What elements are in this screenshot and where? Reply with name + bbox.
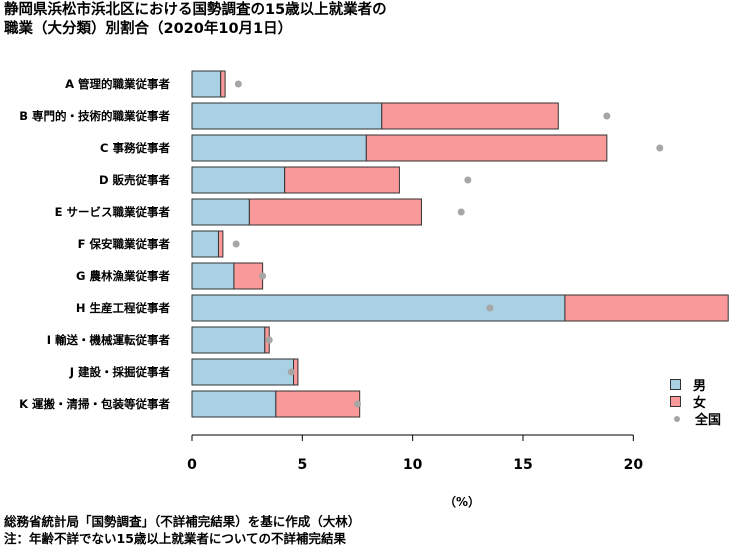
footnotes: 総務省統計局「国勢調査」（不詳補完結果）を基に作成（大林） 注：年齢不詳でない1… <box>4 513 360 547</box>
x-axis-unit-label: （%） <box>444 495 481 509</box>
bar-female <box>248 198 422 226</box>
bar-female <box>275 390 361 418</box>
point-national <box>287 368 295 376</box>
category-label: K 運搬・清掃・包装等従事者 <box>19 397 170 411</box>
bar-female <box>217 230 224 258</box>
legend-marker-national <box>674 415 680 422</box>
legend-label-national: 全国 <box>695 413 722 428</box>
category-label: G 農林漁業従事者 <box>76 269 170 283</box>
bar-male <box>191 358 295 386</box>
point-national <box>457 208 465 216</box>
legend-item-female: 女 <box>670 393 721 411</box>
point-national <box>232 240 240 248</box>
bar-male <box>191 198 250 226</box>
category-label: J 建設・採掘従事者 <box>69 365 171 379</box>
category-label: C 事務従事者 <box>100 141 170 155</box>
bar-male <box>191 230 219 258</box>
bar-male <box>191 326 266 354</box>
bar-male <box>191 70 222 98</box>
x-tick-label: 0 <box>187 457 197 473</box>
point-national <box>265 336 273 344</box>
x-tick-label: 15 <box>513 457 532 473</box>
legend: 男 女 全国 <box>670 376 722 428</box>
legend-item-national: 全国 <box>670 410 722 428</box>
bar-female <box>220 70 226 98</box>
category-label: A 管理的職業従事者 <box>65 77 170 91</box>
category-label: B 専門的・技術的職業従事者 <box>19 109 170 123</box>
x-tick-label: 20 <box>624 457 644 473</box>
bar-female <box>564 294 729 322</box>
bar-female <box>284 166 400 194</box>
x-tick-label: 10 <box>403 457 423 473</box>
bar-female <box>365 134 608 162</box>
bar-male <box>191 102 383 130</box>
bar-male <box>191 166 286 194</box>
category-label: E サービス職業従事者 <box>55 205 171 219</box>
legend-label-female: 女 <box>693 396 707 411</box>
point-national <box>486 304 494 312</box>
category-label: I 輸送・機械運転従事者 <box>47 333 171 347</box>
bar-male <box>191 294 566 322</box>
bar-male <box>191 134 367 162</box>
bar-male <box>191 262 235 290</box>
legend-swatch-female <box>670 396 681 407</box>
point-national <box>353 400 361 408</box>
chart-title: 静岡県浜松市浜北区における国勢調査の15歳以上就業者の 職業（大分類）別割合（2… <box>4 1 387 39</box>
footnote: 注：年齢不詳でない15歳以上就業者についての不詳補完結果 <box>4 531 347 546</box>
point-national <box>259 272 267 280</box>
title-line-1: 静岡県浜松市浜北区における国勢調査の15歳以上就業者の <box>4 2 387 18</box>
point-national <box>656 144 664 152</box>
source-note: 総務省統計局「国勢調査」（不詳補完結果）を基に作成（大林） <box>4 514 361 529</box>
bar-female <box>381 102 559 130</box>
category-label: D 販売従事者 <box>99 173 171 187</box>
category-label: F 保安職業従事者 <box>78 237 171 251</box>
bar-female <box>233 262 264 290</box>
legend-label-male: 男 <box>693 379 707 394</box>
legend-item-male: 男 <box>670 376 721 394</box>
bar-male <box>191 390 277 418</box>
point-national <box>464 176 472 184</box>
point-national <box>603 112 611 120</box>
point-national <box>234 80 242 88</box>
x-tick-label: 5 <box>297 457 307 473</box>
legend-swatch-male <box>670 379 681 390</box>
category-label: H 生産工程従事者 <box>76 301 171 315</box>
title-line-2: 職業（大分類）別割合（2020年10月1日） <box>4 21 293 37</box>
